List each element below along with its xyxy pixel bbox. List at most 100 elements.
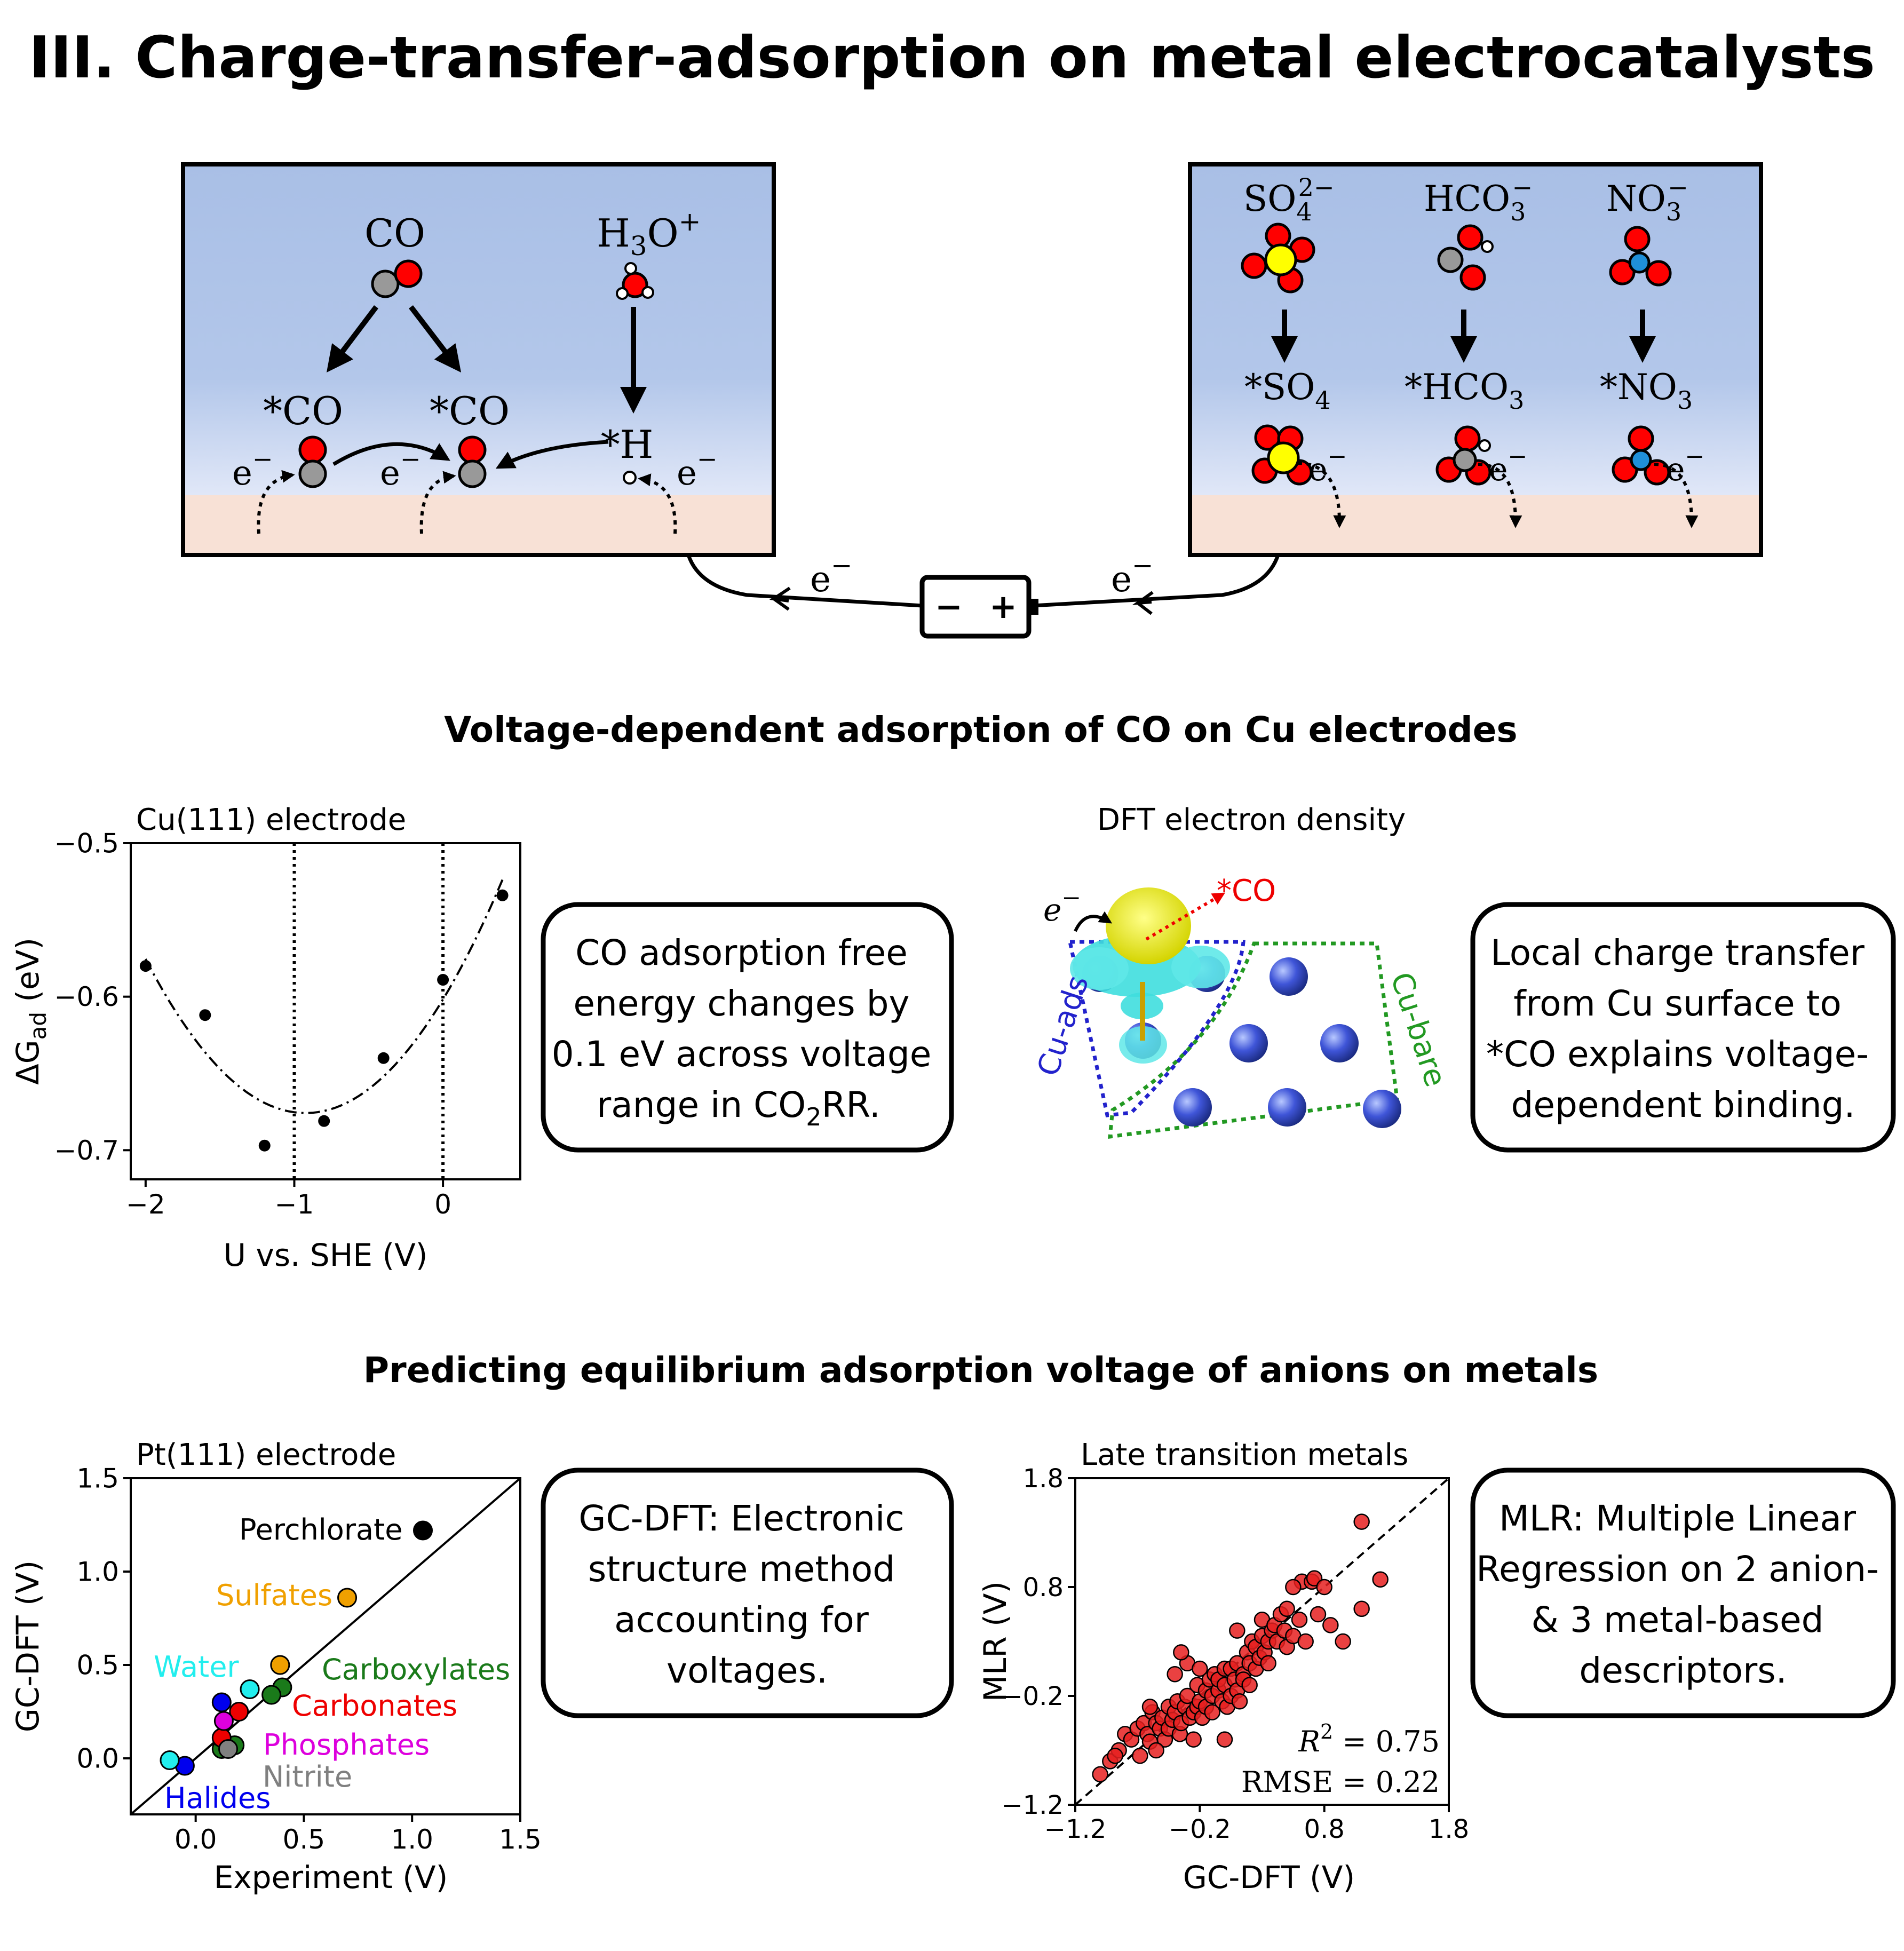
adsorbed-co-2 bbox=[458, 435, 487, 488]
chart3-point bbox=[1322, 1617, 1339, 1633]
chart3-rmse: RMSE = 0.22 bbox=[1241, 1765, 1440, 1799]
adsorbed-co-1 bbox=[298, 435, 327, 488]
chart3-xtick-label: 1.8 bbox=[1429, 1814, 1469, 1844]
chart3-title: Late transition metals bbox=[1081, 1438, 1408, 1472]
chart2-point-phosphates bbox=[213, 1711, 234, 1731]
chart2-ytick-label: 0.5 bbox=[76, 1650, 119, 1681]
external-circuit: e− e− bbox=[686, 551, 1280, 615]
electron-path-no3 bbox=[1654, 463, 1699, 528]
battery: − + bbox=[919, 575, 1038, 639]
circuit-electron-left: e− bbox=[810, 551, 852, 600]
legend-perchlorate: Perchlorate bbox=[239, 1513, 403, 1546]
info4-line2: Regression on 2 anion- bbox=[1476, 1549, 1879, 1590]
chart2-point-sulfates bbox=[270, 1655, 290, 1675]
dft-density-illustration: DFT electron density e− *CO Cu-ads bbox=[1031, 803, 1453, 1139]
chart3-point bbox=[1192, 1660, 1208, 1677]
chart-pt111: Pt(111) electrode 0.0 0.5 1.0 1.5 0.0 0.5 1.0 1… bbox=[10, 1438, 542, 1896]
chart1-fit-curve bbox=[145, 879, 504, 1114]
electron-label-1: e− bbox=[232, 445, 273, 493]
chart3-ylabel: MLR (V) bbox=[977, 1581, 1013, 1702]
chart2-point-water bbox=[160, 1750, 180, 1770]
electron-path-hco3 bbox=[1478, 463, 1522, 528]
chart2-point-sulfates bbox=[337, 1588, 358, 1608]
chart1-point bbox=[496, 889, 509, 901]
arrow-co-to-site2 bbox=[409, 305, 462, 372]
info2-line4: dependent binding. bbox=[1511, 1084, 1855, 1125]
chart3-point bbox=[1204, 1704, 1220, 1720]
charge-density-lobes bbox=[1070, 887, 1230, 1064]
chart3-point bbox=[1316, 1579, 1332, 1596]
h3o-molecule bbox=[616, 262, 654, 300]
arrow-co-to-site1 bbox=[326, 305, 378, 372]
chart1-xtick-label: 0 bbox=[434, 1189, 451, 1220]
hco3-molecule bbox=[1437, 224, 1494, 291]
electron-path-3 bbox=[638, 473, 677, 534]
chart3-point bbox=[1372, 1571, 1389, 1588]
section1-heading: Voltage-dependent adsorption of CO on Cu… bbox=[444, 709, 1517, 750]
chart2-point-carbonates bbox=[229, 1702, 249, 1722]
no3-molecule bbox=[1609, 226, 1672, 287]
chart1-point bbox=[318, 1115, 330, 1127]
chart2-point-halides bbox=[211, 1692, 232, 1712]
chart3-point bbox=[1185, 1731, 1202, 1748]
info-box-3: GC-DFT: Electronic structure method acco… bbox=[541, 1468, 954, 1718]
chart3-xtick-label: −0.2 bbox=[1169, 1814, 1231, 1844]
chart2-ytick-label: 1.0 bbox=[76, 1557, 119, 1588]
chart1-ytick-label: −0.6 bbox=[54, 981, 119, 1012]
info4-line4: descriptors. bbox=[1579, 1650, 1787, 1691]
chart1-ytick-label: −0.5 bbox=[54, 828, 119, 859]
so4-molecule bbox=[1241, 223, 1315, 294]
battery-negative: − bbox=[935, 587, 963, 626]
chart1-point bbox=[139, 960, 152, 972]
electron-path-2 bbox=[419, 471, 456, 534]
info-box-4: MLR: Multiple Linear Regression on 2 ani… bbox=[1470, 1468, 1896, 1718]
chart3-ytick-label: 0.8 bbox=[1023, 1573, 1064, 1603]
adsorbed-no3 bbox=[1612, 425, 1670, 486]
h3o-label: H3O+ bbox=[597, 206, 701, 261]
info2-line1: Local charge transfer bbox=[1490, 932, 1865, 973]
info-box-1: CO adsorption free energy changes by 0.1… bbox=[541, 902, 954, 1153]
chart3-xtick-label: −1.2 bbox=[1044, 1814, 1107, 1844]
chart1-point bbox=[437, 974, 449, 986]
dft-title: DFT electron density bbox=[1097, 803, 1406, 837]
info4-line1: MLR: Multiple Linear bbox=[1499, 1498, 1857, 1539]
battery-positive: + bbox=[989, 587, 1017, 626]
chart1-title: Cu(111) electrode bbox=[136, 803, 406, 837]
co-molecule bbox=[371, 259, 423, 298]
adsorbed-h bbox=[623, 471, 637, 485]
chart3-point bbox=[1310, 1606, 1327, 1623]
electron-path-1 bbox=[257, 470, 295, 534]
chart3-point bbox=[1279, 1600, 1295, 1617]
chart3-point bbox=[1291, 1611, 1308, 1628]
info1-line3: 0.1 eV across voltage bbox=[552, 1034, 932, 1075]
info3-line1: GC-DFT: Electronic bbox=[578, 1498, 904, 1539]
chart1-xtick-label: −1 bbox=[275, 1189, 314, 1220]
electron-label-so4: e− bbox=[1308, 443, 1347, 488]
svg-text:Local charge transfer fr: Local charge transfer from Cu surface to… bbox=[1486, 932, 1880, 1125]
chart2-point-nitrite bbox=[218, 1739, 238, 1759]
chart1-point bbox=[377, 1052, 390, 1064]
chart3-point bbox=[1167, 1666, 1183, 1683]
chart3-point bbox=[1297, 1633, 1314, 1650]
info3-line3: accounting for bbox=[614, 1599, 869, 1640]
cu-ads-label: Cu-ads bbox=[1031, 971, 1096, 1080]
info3-line2: structure method bbox=[588, 1549, 895, 1590]
electron-transfer-arrow bbox=[1074, 911, 1113, 932]
chart1-xtick-label: −2 bbox=[126, 1189, 165, 1220]
legend-carboxylates: Carboxylates bbox=[322, 1653, 510, 1686]
chart3-point bbox=[1132, 1747, 1148, 1764]
cu-bare-region bbox=[1108, 941, 1399, 1139]
info2-line3: *CO explains voltage- bbox=[1486, 1034, 1869, 1075]
star-hco3-label: *HCO3 bbox=[1405, 367, 1524, 415]
arrow-h-to-site2 bbox=[495, 440, 609, 469]
co-gas-label: CO bbox=[364, 211, 425, 256]
chart3-point bbox=[1353, 1513, 1370, 1530]
info1-line2: energy changes by bbox=[573, 983, 909, 1024]
chart3-point bbox=[1229, 1622, 1245, 1639]
chart1-xlabel: U vs. SHE (V) bbox=[224, 1237, 428, 1273]
section2-heading: Predicting equilibrium adsorption voltag… bbox=[363, 1350, 1598, 1391]
circuit-electron-right: e− bbox=[1111, 551, 1153, 600]
chart1-ylabel: ΔGad (eV) bbox=[10, 938, 51, 1085]
chart1-ytick-label: −0.7 bbox=[54, 1135, 119, 1166]
